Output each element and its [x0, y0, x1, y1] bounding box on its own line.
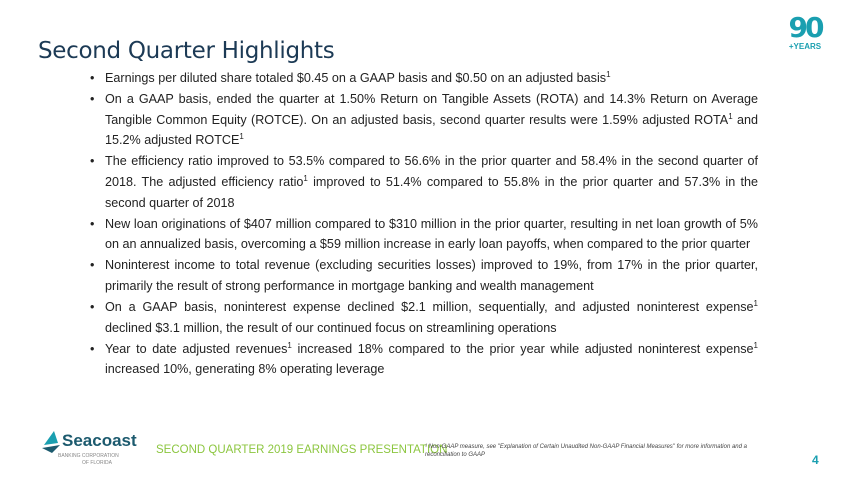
- footnote: ¹ Non-GAAP measure, see "Explanation of …: [425, 444, 747, 458]
- 90-years-logo: 90 +YEARS: [782, 14, 828, 58]
- bullet-item: New loan originations of $407 million co…: [88, 214, 758, 255]
- highlights-list: Earnings per diluted share totaled $0.45…: [88, 68, 758, 380]
- bullet-item: Year to date adjusted revenues1 increase…: [88, 339, 758, 380]
- page-number: 4: [812, 453, 819, 467]
- logo-subtitle-2: OF FLORIDA: [82, 460, 113, 466]
- bullet-item: On a GAAP basis, ended the quarter at 1.…: [88, 89, 758, 151]
- slide-title: Second Quarter Highlights: [38, 38, 335, 64]
- seacoast-logo: Seacoast BANKING CORPORATION OF FLORIDA: [40, 427, 140, 473]
- bullet-item: Earnings per diluted share totaled $0.45…: [88, 68, 758, 89]
- badge-label: +YEARS: [788, 42, 822, 51]
- bullet-item: Noninterest income to total revenue (exc…: [88, 255, 758, 296]
- bullet-item: On a GAAP basis, noninterest expense dec…: [88, 297, 758, 338]
- bullet-item: The efficiency ratio improved to 53.5% c…: [88, 151, 758, 213]
- sail-icon: [42, 431, 60, 453]
- presentation-title: SECOND QUARTER 2019 EARNINGS PRESENTATIO…: [156, 444, 448, 456]
- badge-number: 90: [788, 11, 825, 44]
- logo-subtitle: BANKING CORPORATION: [58, 453, 119, 459]
- logo-name: Seacoast: [62, 431, 137, 450]
